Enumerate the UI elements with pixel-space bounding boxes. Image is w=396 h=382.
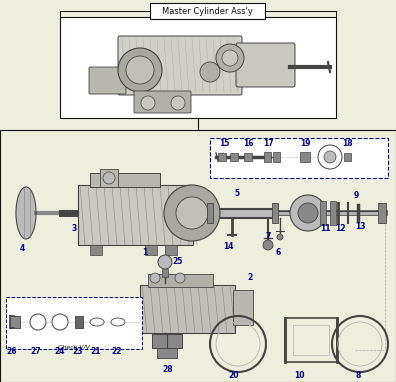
- FancyBboxPatch shape: [150, 3, 265, 19]
- Polygon shape: [16, 187, 36, 239]
- Text: 22: 22: [112, 346, 122, 356]
- Circle shape: [30, 314, 46, 330]
- Circle shape: [164, 185, 220, 241]
- Circle shape: [171, 96, 185, 110]
- Bar: [90, 173, 160, 187]
- Bar: [207, 203, 213, 223]
- FancyBboxPatch shape: [0, 130, 396, 382]
- Circle shape: [126, 56, 154, 84]
- Text: 13: 13: [355, 222, 365, 230]
- Text: Check V/V: Check V/V: [58, 345, 90, 350]
- Text: 17: 17: [263, 139, 273, 147]
- Circle shape: [158, 255, 172, 269]
- Text: 18: 18: [342, 139, 352, 147]
- Circle shape: [222, 50, 238, 66]
- Circle shape: [263, 240, 273, 250]
- Bar: [148, 274, 213, 287]
- Text: 19: 19: [300, 139, 310, 147]
- Bar: [100, 169, 118, 187]
- Text: 21: 21: [91, 346, 101, 356]
- Text: 12: 12: [335, 223, 345, 233]
- Bar: [75, 316, 83, 328]
- Circle shape: [200, 62, 220, 82]
- Circle shape: [318, 145, 342, 169]
- Text: 11: 11: [320, 223, 330, 233]
- Circle shape: [176, 197, 208, 229]
- FancyBboxPatch shape: [134, 91, 191, 113]
- Circle shape: [216, 44, 244, 72]
- Bar: [162, 269, 168, 277]
- Bar: [272, 203, 278, 223]
- Text: 6: 6: [275, 248, 281, 256]
- Text: 15: 15: [219, 139, 229, 147]
- Circle shape: [150, 273, 160, 283]
- FancyBboxPatch shape: [60, 17, 336, 118]
- Bar: [330, 201, 336, 225]
- Text: 3: 3: [71, 223, 76, 233]
- Bar: [10, 316, 20, 328]
- Circle shape: [52, 314, 68, 330]
- Bar: [78, 185, 193, 245]
- Circle shape: [175, 273, 185, 283]
- Text: 23: 23: [73, 346, 83, 356]
- Bar: [165, 245, 177, 255]
- Circle shape: [298, 203, 318, 223]
- Circle shape: [324, 151, 336, 163]
- Text: 27: 27: [30, 346, 41, 356]
- Text: 8: 8: [355, 371, 361, 379]
- Text: 28: 28: [163, 366, 173, 374]
- Bar: [273, 152, 280, 162]
- Ellipse shape: [90, 318, 104, 326]
- Bar: [140, 285, 235, 333]
- Bar: [264, 152, 271, 162]
- Text: 2: 2: [248, 274, 253, 283]
- Text: 26: 26: [7, 346, 17, 356]
- FancyBboxPatch shape: [118, 36, 242, 95]
- Circle shape: [103, 172, 115, 184]
- Bar: [244, 153, 252, 161]
- Text: 20: 20: [229, 371, 239, 379]
- Circle shape: [277, 234, 283, 240]
- Text: 5: 5: [234, 188, 240, 197]
- Text: 7: 7: [265, 231, 271, 241]
- Ellipse shape: [111, 318, 125, 326]
- Bar: [300, 152, 310, 162]
- Bar: [188, 188, 196, 238]
- Bar: [218, 153, 226, 161]
- Circle shape: [290, 195, 326, 231]
- Bar: [320, 201, 326, 225]
- Text: 14: 14: [223, 241, 233, 251]
- Bar: [344, 153, 351, 161]
- Bar: [157, 348, 177, 358]
- Circle shape: [118, 48, 162, 92]
- FancyBboxPatch shape: [236, 43, 295, 87]
- FancyBboxPatch shape: [210, 138, 388, 178]
- Bar: [378, 203, 386, 223]
- Text: 1: 1: [143, 248, 148, 256]
- FancyBboxPatch shape: [89, 67, 126, 94]
- Bar: [285, 318, 337, 362]
- Circle shape: [141, 96, 155, 110]
- Text: 4: 4: [19, 243, 25, 253]
- Text: 24: 24: [55, 346, 65, 356]
- FancyBboxPatch shape: [6, 297, 142, 349]
- Bar: [230, 153, 238, 161]
- Text: 16: 16: [243, 139, 253, 147]
- Bar: [90, 245, 102, 255]
- Text: Master Cylinder Ass'y: Master Cylinder Ass'y: [162, 6, 252, 16]
- Bar: [233, 290, 253, 325]
- Bar: [152, 334, 182, 348]
- Text: 9: 9: [353, 191, 359, 199]
- Text: 25: 25: [173, 257, 183, 267]
- Bar: [145, 245, 157, 255]
- Text: 10: 10: [294, 371, 304, 379]
- Bar: [293, 325, 329, 355]
